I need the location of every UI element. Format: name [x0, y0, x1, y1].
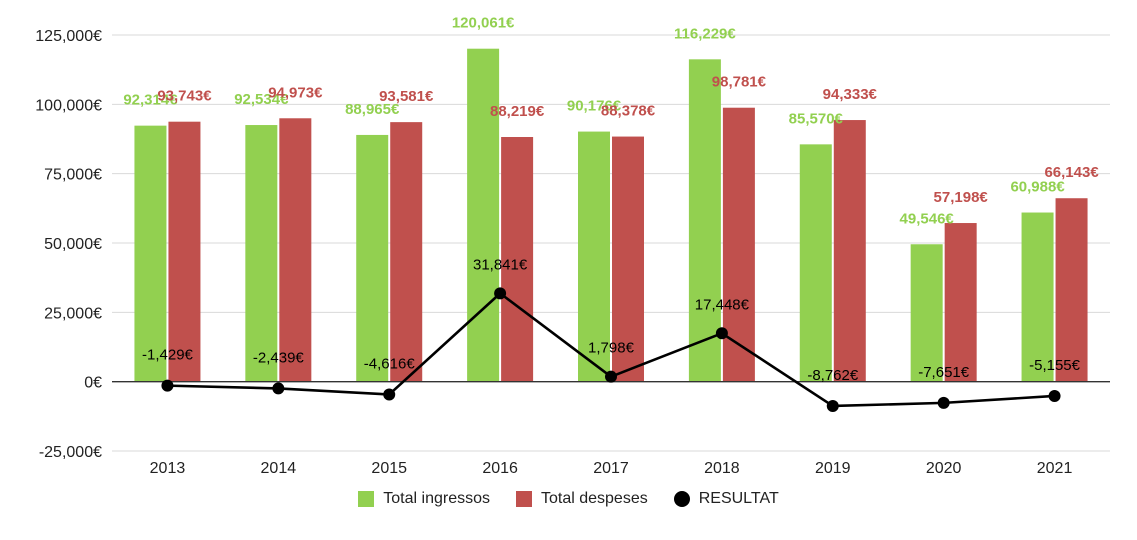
data-label-ingressos: 60,988€ — [1010, 179, 1065, 196]
bar-total-ingressos — [578, 131, 610, 382]
bar-total-despeses — [612, 136, 644, 382]
x-tick-label: 2015 — [371, 460, 407, 477]
data-label-resultat: -1,429€ — [142, 347, 194, 364]
bar-total-despeses — [279, 118, 312, 382]
data-label-despeses: 94,973€ — [268, 84, 323, 101]
bar-total-ingressos — [245, 125, 278, 382]
x-tick-label: 2017 — [593, 460, 629, 477]
x-tick-label: 2016 — [482, 460, 518, 477]
legend-item-despeses: Total despeses — [515, 490, 648, 508]
resultat-point — [161, 379, 174, 392]
resultat-point — [1048, 389, 1061, 402]
data-label-ingressos: 90,176€ — [567, 98, 622, 115]
bar-total-despeses — [390, 122, 423, 382]
legend-marker-resultat — [673, 491, 690, 507]
data-label-resultat: -7,651€ — [918, 364, 970, 381]
data-label-despeses: 88,219€ — [490, 103, 545, 120]
bar-total-despeses — [168, 121, 201, 382]
y-tick-label: 75,000€ — [44, 167, 102, 184]
resultat-line — [161, 287, 1061, 412]
data-label-despeses: 57,198€ — [934, 189, 989, 206]
bar-total-ingressos — [1021, 212, 1054, 382]
legend-label-despeses: Total despeses — [540, 490, 648, 507]
x-tick-label: 2014 — [261, 460, 297, 477]
y-axis-ticks: -25,000€ 0€ 25,000€ 50,000€ 75,000€ 100,000€ 1… — [35, 28, 102, 461]
bar-total-despeses — [501, 137, 534, 382]
data-label-resultat: -5,155€ — [1029, 357, 1081, 374]
bar-total-ingressos — [356, 134, 389, 382]
data-label-ingressos: 85,570€ — [789, 110, 844, 127]
y-tick-label: -25,000€ — [39, 444, 102, 461]
bar-total-ingressos — [134, 125, 167, 382]
gridlines — [112, 34, 1110, 452]
data-label-resultat: -2,439€ — [253, 349, 305, 366]
legend-item-resultat: RESULTAT — [673, 490, 779, 508]
y-tick-label: 0€ — [84, 375, 102, 392]
y-tick-label: 125,000€ — [35, 28, 102, 45]
x-axis-ticks: 2013 2014 2015 2016 2017 2018 2019 2020 2021 — [150, 460, 1073, 477]
data-label-despeses: 66,143€ — [1044, 164, 1099, 181]
resultat-point — [605, 370, 617, 383]
bar-total-ingressos — [910, 244, 943, 382]
bar-total-despeses — [944, 223, 977, 382]
resultat-point — [826, 399, 839, 412]
y-tick-label: 25,000€ — [44, 305, 102, 322]
data-label-resultat: 17,448€ — [695, 296, 750, 313]
legend: Total ingressos Total despeses RESULTAT — [0, 490, 1137, 508]
x-tick-label: 2018 — [704, 460, 740, 477]
y-tick-label: 100,000€ — [35, 97, 102, 114]
data-label-resultat: 1,798€ — [588, 340, 635, 357]
data-label-resultat: -4,616€ — [364, 355, 416, 372]
bar-total-despeses — [833, 120, 866, 382]
data-label-ingressos: 92,534€ — [234, 91, 289, 108]
data-label-despeses: 93,581€ — [379, 88, 434, 105]
data-label-despeses: 98,781€ — [712, 74, 767, 91]
data-label-despeses: 88,378€ — [601, 103, 656, 120]
data-label-ingressos: 88,965€ — [345, 101, 400, 118]
bar-total-despeses — [1055, 198, 1088, 382]
data-label-ingressos: 49,546€ — [900, 210, 955, 227]
bar-total-ingressos — [688, 59, 721, 382]
data-label-ingressos: 120,061€ — [452, 15, 515, 32]
data-label-ingressos: 92,314€ — [123, 92, 178, 109]
resultat-point — [494, 287, 507, 300]
legend-label-ingressos: Total ingressos — [383, 490, 490, 507]
combo-chart: -25,000€ 0€ 25,000€ 50,000€ 75,000€ 100,000€ 1… — [35, 15, 1110, 477]
data-label-resultat: 31,841€ — [473, 256, 528, 273]
resultat-point — [383, 388, 396, 401]
data-labels: 92,314€93,743€ -1,429€ 92,534€94,973€ -2,43… — [123, 15, 1099, 384]
bar-total-despeses — [722, 107, 755, 382]
legend-item-ingressos: Total ingressos — [358, 490, 490, 508]
x-tick-label: 2013 — [150, 460, 186, 477]
resultat-point — [937, 396, 950, 409]
data-label-ingressos: 116,229€ — [674, 25, 736, 42]
legend-label-resultat: RESULTAT — [698, 490, 779, 507]
x-tick-label: 2020 — [926, 460, 962, 477]
data-label-despeses: 93,743€ — [157, 88, 212, 105]
x-tick-label: 2021 — [1037, 460, 1073, 477]
data-label-despeses: 94,333€ — [823, 86, 878, 103]
bar-total-ingressos — [799, 144, 832, 382]
data-label-resultat: -8,762€ — [807, 367, 859, 384]
y-tick-label: 50,000€ — [44, 236, 102, 253]
bars — [134, 48, 1088, 382]
resultat-point — [715, 327, 728, 340]
bar-total-ingressos — [467, 48, 500, 382]
resultat-point — [272, 382, 285, 395]
legend-swatch-despeses — [515, 491, 532, 507]
legend-swatch-ingressos — [358, 491, 375, 507]
x-tick-label: 2019 — [815, 460, 851, 477]
